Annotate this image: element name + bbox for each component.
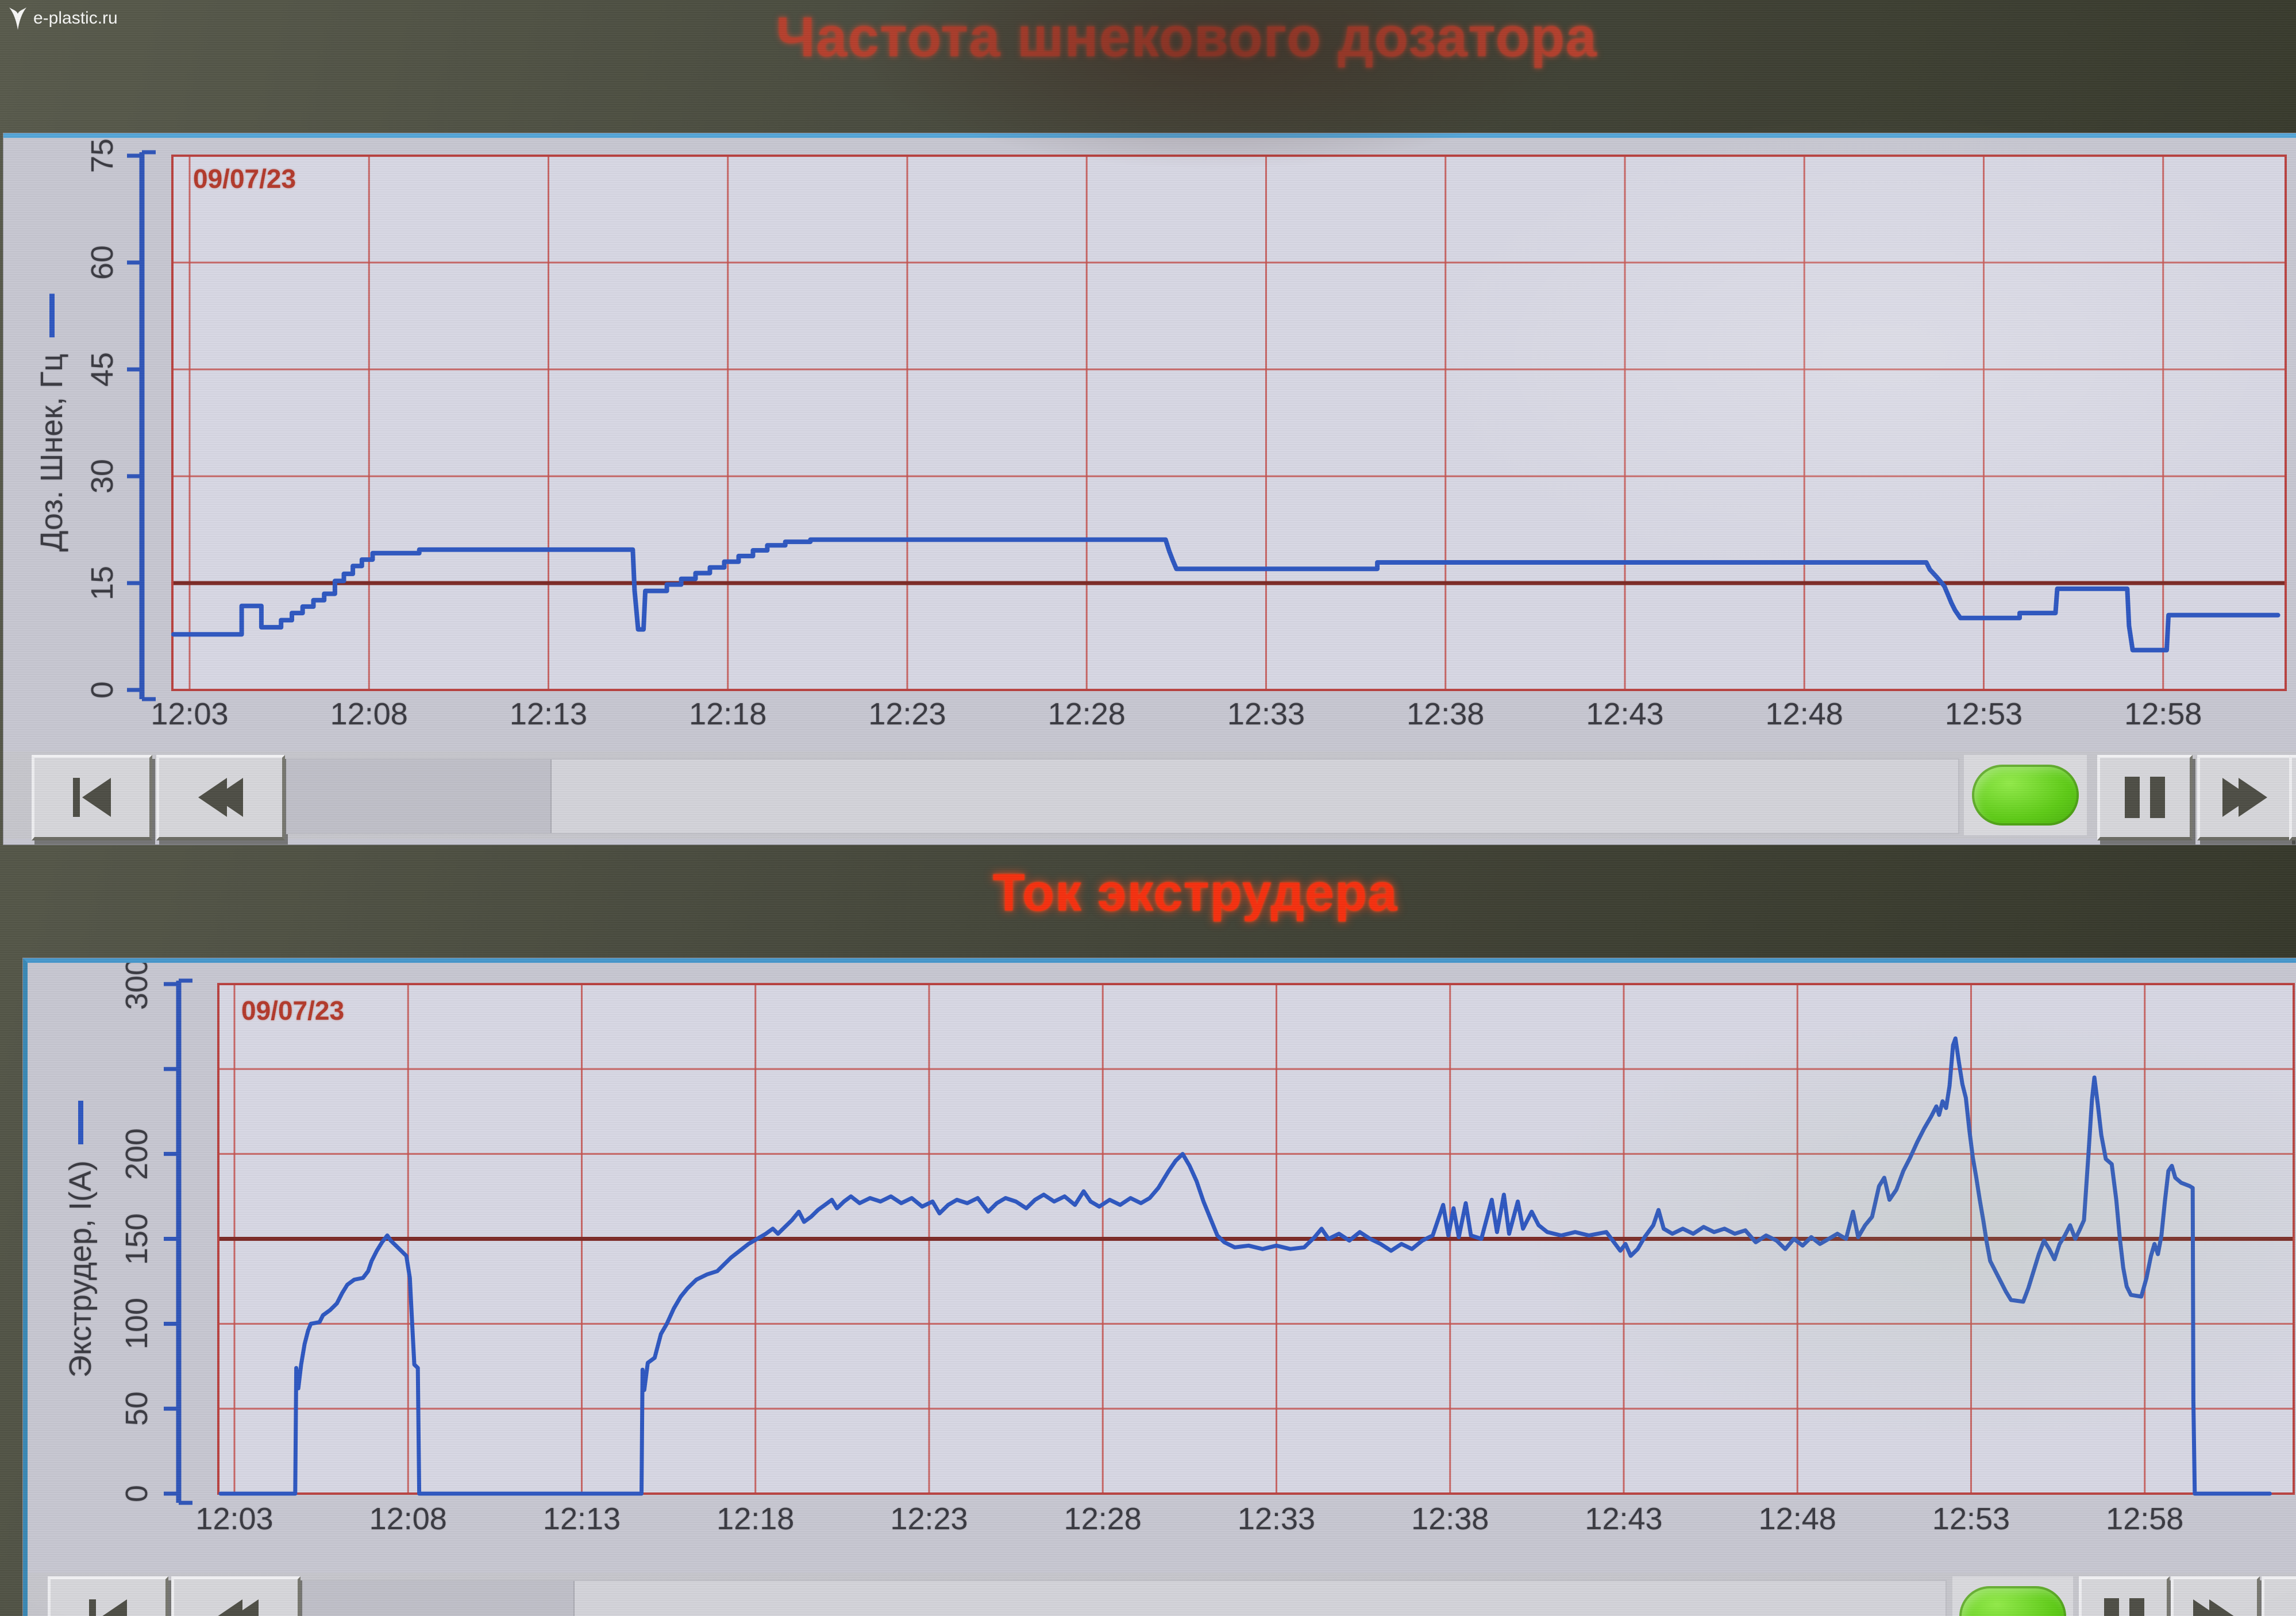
pause-button[interactable]: [2097, 755, 2193, 840]
x-tick-label: 12:13: [509, 697, 588, 731]
chart-title-dosing-frequency: Частота шнекового дозатора: [776, 5, 1597, 68]
trend-line: [218, 1036, 2272, 1496]
y-tick-label: 0: [85, 681, 120, 699]
x-tick-label: 12:28: [1064, 1502, 1142, 1536]
rewind-icon: [213, 1599, 259, 1616]
x-tick-label: 12:53: [1944, 697, 2023, 731]
x-tick-label: 12:08: [330, 697, 408, 731]
date-stamp: 09/07/23: [193, 164, 296, 194]
watermark: e-plastic.ru: [8, 6, 118, 31]
x-tick-label: 12:03: [151, 697, 229, 731]
y-tick-label: 200: [120, 1128, 154, 1180]
watermark-text: e-plastic.ru: [33, 9, 118, 28]
x-tick-label: 12:43: [1586, 697, 1664, 731]
trend-window-extruder-current: 09/07/23 12:03 12:08 12:13 12:18 12:23 12:28 1…: [23, 958, 2296, 1616]
y-tick-label: 45: [85, 352, 120, 387]
y-axis-title: Доз. Шнек, Гц: [34, 294, 70, 551]
y-tick-label: 100: [120, 1298, 154, 1350]
x-tick-label: 12:58: [2124, 697, 2202, 731]
series-legend-dash: [78, 1100, 83, 1144]
y-tick-label: 300: [120, 958, 154, 1011]
y-tick-label: 75: [85, 138, 120, 173]
y-axis: [164, 978, 192, 1505]
y-tick-label: 15: [85, 565, 120, 601]
e-plastic-logo-icon: [9, 7, 26, 30]
y-axis: [127, 150, 156, 701]
skip-to-start-button[interactable]: [32, 755, 152, 840]
y-tick-label: 30: [85, 458, 120, 494]
rewind-button[interactable]: [171, 1576, 301, 1616]
scrollbar-thumb[interactable]: [303, 1581, 575, 1616]
live-indicator: [1964, 755, 2087, 835]
fast-forward-icon: [2222, 778, 2267, 817]
x-tick-label: 12:58: [2106, 1502, 2184, 1536]
y-tick-label: 60: [85, 245, 120, 280]
x-tick-label: 12:18: [689, 697, 767, 731]
y-axis-title: Экструдер, I(A): [63, 1100, 98, 1377]
trend-toolbar: [28, 1573, 2296, 1616]
x-tick-label: 12:33: [1237, 1502, 1316, 1536]
trend-scrollbar[interactable]: [302, 1580, 1947, 1616]
trend-window-dosing-frequency: 09/07/23 12:03 12:08 12:13 12:18 12:23 12:28 1…: [3, 133, 2296, 844]
x-tick-label: 12:03: [195, 1502, 273, 1536]
y-tick-label: 150: [120, 1213, 154, 1265]
x-tick-label: 12:08: [369, 1502, 447, 1536]
live-indicator: [1952, 1576, 2073, 1616]
plot-area-dosing-frequency: [127, 150, 2287, 701]
fast-forward-button[interactable]: [2171, 1576, 2260, 1616]
series-legend-dash: [49, 294, 55, 338]
trend-line: [171, 537, 2280, 653]
x-tick-label: 12:38: [1411, 1502, 1489, 1536]
fast-forward-icon: [2193, 1599, 2238, 1616]
x-tick-label: 12:48: [1758, 1502, 1836, 1536]
skip-to-start-icon: [89, 1599, 127, 1616]
skip-to-start-icon: [73, 778, 111, 817]
rewind-button[interactable]: [156, 755, 285, 840]
x-tick-label: 12:23: [890, 1502, 968, 1536]
pause-icon: [2125, 777, 2165, 818]
skip-to-start-button[interactable]: [48, 1576, 168, 1616]
x-tick-label: 12:43: [1585, 1502, 1663, 1536]
x-tick-label: 12:33: [1227, 697, 1305, 731]
pause-button[interactable]: [2079, 1576, 2170, 1616]
trend-scrollbar[interactable]: [286, 758, 1959, 834]
fast-forward-button[interactable]: [2197, 755, 2293, 840]
rewind-icon: [198, 778, 243, 817]
x-tick-label: 12:23: [868, 697, 946, 731]
x-tick-label: 12:18: [716, 1502, 795, 1536]
y-tick-label: 0: [120, 1484, 154, 1503]
y-tick-label: 50: [120, 1391, 154, 1426]
trend-toolbar: [3, 751, 2296, 840]
plot-area-extruder-current: [164, 978, 2295, 1505]
x-tick-label: 12:53: [1932, 1502, 2010, 1536]
live-indicator-light[interactable]: [1959, 1586, 2066, 1616]
pause-icon: [2104, 1598, 2144, 1616]
x-tick-label: 12:28: [1047, 697, 1126, 731]
x-tick-label: 12:38: [1407, 697, 1485, 731]
clipped-edge-button[interactable]: [2289, 755, 2296, 840]
x-tick-label: 12:13: [542, 1502, 621, 1536]
chart-title-extruder-current: Ток экструдера: [992, 863, 1398, 922]
live-indicator-light[interactable]: [1972, 765, 2079, 826]
clipped-edge-button[interactable]: [2262, 1576, 2296, 1616]
x-tick-label: 12:48: [1765, 697, 1843, 731]
date-stamp: 09/07/23: [241, 996, 345, 1025]
scrollbar-thumb[interactable]: [287, 759, 552, 833]
